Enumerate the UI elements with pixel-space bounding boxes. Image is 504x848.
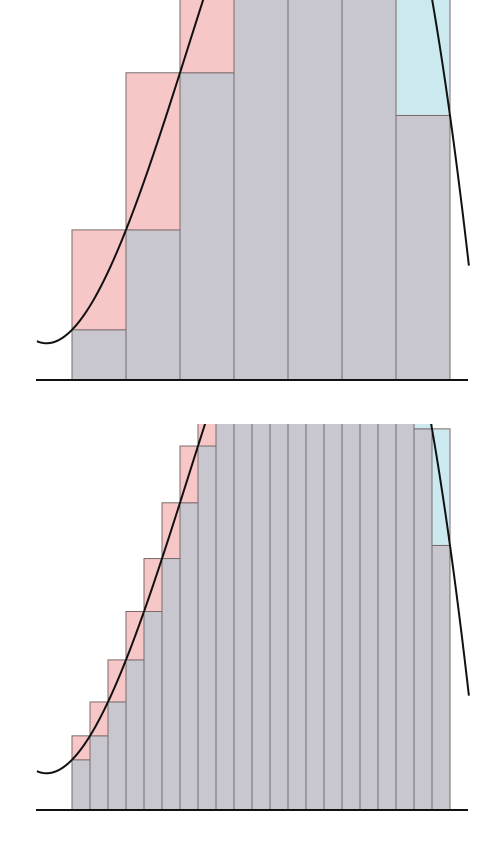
riemann-rect [179,72,235,381]
over-estimate-band [413,424,433,430]
under-estimate-band [179,0,235,74]
riemann-rect [161,558,181,811]
riemann-rect [395,424,415,811]
riemann-rect [197,445,217,811]
riemann-rect [143,611,163,811]
riemann-rect [287,0,343,381]
riemann-panel-fine [36,424,470,811]
riemann-rect [71,329,127,381]
riemann-rect [431,544,451,811]
riemann-rect [125,229,181,381]
riemann-rect [323,424,343,811]
riemann-rect [107,701,127,811]
riemann-rect [251,424,271,811]
riemann-rect [71,759,91,811]
riemann-rect [305,424,325,811]
riemann-rect [341,424,361,811]
riemann-rect [413,428,433,811]
riemann-rect [125,659,145,811]
riemann-rect [395,114,451,381]
riemann-rect [233,424,253,811]
riemann-rect [269,424,289,811]
riemann-panel-coarse [36,0,470,381]
riemann-rect [215,424,235,811]
riemann-rect [233,0,289,381]
riemann-rect [359,424,379,811]
riemann-rect [179,502,199,811]
riemann-rect [341,0,397,381]
riemann-rect [89,735,109,811]
function-curve [36,0,470,345]
riemann-rect [287,424,307,811]
under-estimate-band [71,229,127,331]
riemann-rect [377,424,397,811]
function-curve [36,424,470,775]
